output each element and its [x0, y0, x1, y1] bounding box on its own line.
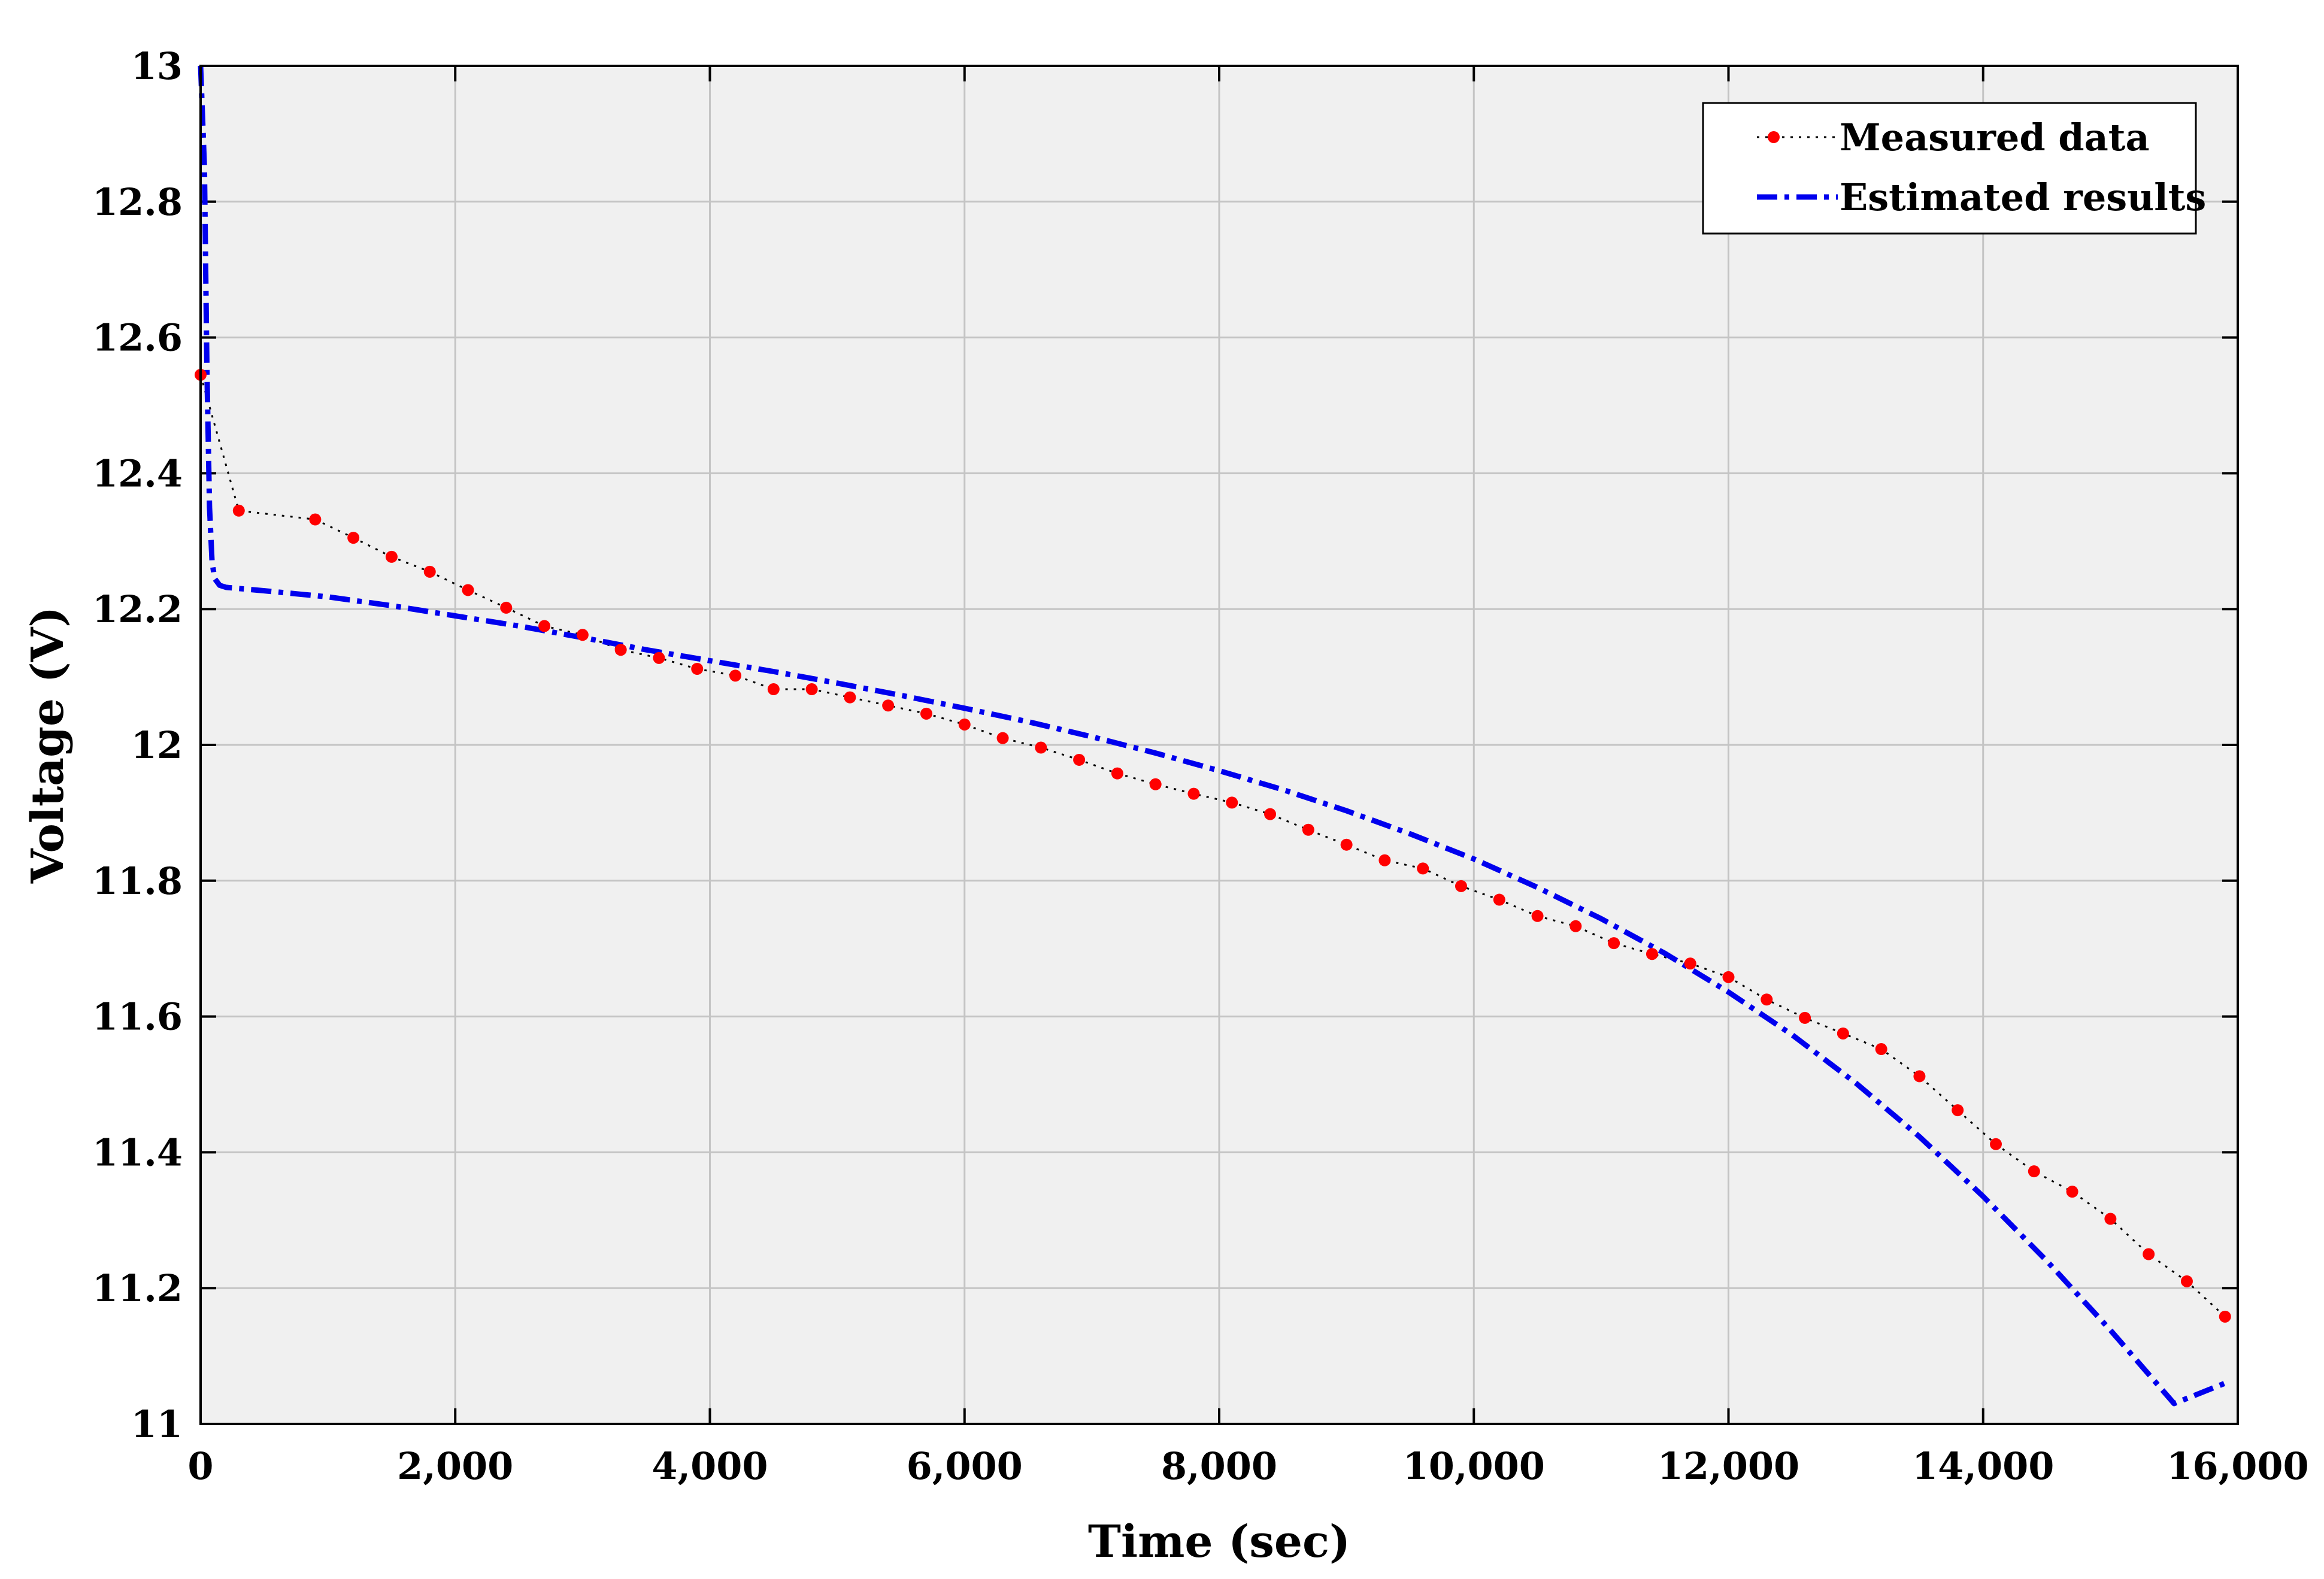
measured-data-point [385, 550, 398, 563]
plot-frame [199, 65, 2239, 1425]
measured-data-point [1799, 1011, 1811, 1024]
x-tick-label: 0 [187, 1444, 213, 1488]
measured-data-point [1990, 1138, 2002, 1150]
measured-data-point [576, 629, 589, 641]
x-tick-label: 8,000 [1161, 1444, 1277, 1488]
measured-data-point [1493, 893, 1505, 906]
x-tick-label: 14,000 [1912, 1444, 2054, 1488]
measured-data-point [1417, 862, 1429, 875]
x-tick-label: 10,000 [1403, 1444, 1545, 1488]
measured-data-point [958, 718, 971, 731]
measured-data-point [767, 683, 780, 696]
measured-data-point [1531, 910, 1544, 922]
measured-data-point [1035, 741, 1047, 754]
measured-data-point [2143, 1248, 2155, 1260]
y-tick-label: 12.2 [92, 587, 183, 631]
y-tick-label: 11.2 [92, 1266, 183, 1310]
measured-data-point [1684, 957, 1696, 970]
measured-data-point [805, 683, 818, 696]
legend-label-measured-data: Measured data [1840, 116, 2150, 159]
x-tick-label: 6,000 [907, 1444, 1023, 1488]
measured-data-point [920, 707, 932, 720]
measured-data-point [2219, 1310, 2231, 1323]
measured-data-point [1646, 948, 1658, 960]
measured-data-point [1952, 1104, 1964, 1117]
y-tick-label: 12.8 [92, 180, 183, 224]
x-tick-label: 2,000 [397, 1444, 513, 1488]
measured-data-point [2180, 1275, 2193, 1287]
measured-data-point [309, 513, 322, 526]
y-tick-label: 11.8 [92, 859, 183, 903]
measured-data-point [844, 691, 856, 704]
y-tick-label: 11 [131, 1402, 183, 1446]
measured-data-point [1264, 808, 1277, 820]
measured-data-point [1226, 796, 1238, 809]
measured-data-point [1837, 1027, 1849, 1039]
legend: Measured data Estimated results [1702, 102, 2206, 235]
measured-data-point [729, 669, 742, 682]
measured-data-point [1111, 767, 1123, 780]
measured-data-point [1913, 1070, 1926, 1083]
measured-data-point [1761, 993, 1773, 1006]
measured-data-point [1302, 823, 1314, 836]
y-tick-label: 12.4 [92, 451, 183, 495]
y-axis-title: Voltage (V) [22, 607, 74, 884]
legend-box [1702, 102, 2197, 235]
legend-label-estimated-results: Estimated results [1840, 175, 2206, 219]
measured-data-point [1875, 1043, 1887, 1056]
measured-data-point [1149, 778, 1162, 790]
y-tick-labels: 11 11.2 11.4 11.6 11.8 12 12.2 12.4 12.6 12.8 13 [92, 44, 183, 1446]
measured-data-point [538, 620, 551, 632]
series-estimated-results-line [198, 65, 2226, 1407]
x-tick-labels: 0 2,000 4,000 6,000 8,000 10,000 12,000 14,000 1… [187, 1444, 2308, 1488]
measured-data-point [232, 504, 245, 517]
y-tick-label: 12 [131, 723, 183, 767]
measured-data-point [1378, 854, 1391, 866]
measured-data-point [2104, 1213, 2117, 1225]
measured-data-point [347, 532, 360, 544]
measured-data-point [653, 651, 665, 664]
measured-data-point [996, 732, 1009, 744]
x-tick-label: 16,000 [2167, 1444, 2308, 1488]
y-tick-label: 13 [131, 44, 183, 88]
measured-data-point [691, 662, 704, 675]
measured-data-point [2066, 1186, 2078, 1198]
measured-data-point [882, 699, 895, 712]
measured-data-point [500, 601, 513, 614]
x-tick-label: 4,000 [652, 1444, 768, 1488]
series-layer [195, 65, 2231, 1407]
legend-swatch-measured-marker [1768, 131, 1780, 143]
measured-data-point [1073, 753, 1086, 766]
y-tick-label: 12.6 [92, 316, 183, 360]
measured-data-point [614, 644, 627, 656]
y-tick-label: 11.6 [92, 995, 183, 1039]
x-axis-title: Time (sec) [1088, 1516, 1350, 1568]
measured-data-point [2028, 1165, 2040, 1178]
measured-data-point [1569, 920, 1582, 932]
measured-data-point [1722, 971, 1735, 983]
measured-data-point [1608, 937, 1620, 950]
measured-data-point [1455, 880, 1467, 892]
measured-data-point [462, 584, 474, 596]
measured-data-point [423, 565, 436, 578]
x-tick-label: 12,000 [1658, 1444, 1799, 1488]
y-tick-label: 11.4 [92, 1131, 183, 1174]
measured-data-point [1340, 838, 1353, 851]
measured-data-point [1187, 787, 1200, 800]
